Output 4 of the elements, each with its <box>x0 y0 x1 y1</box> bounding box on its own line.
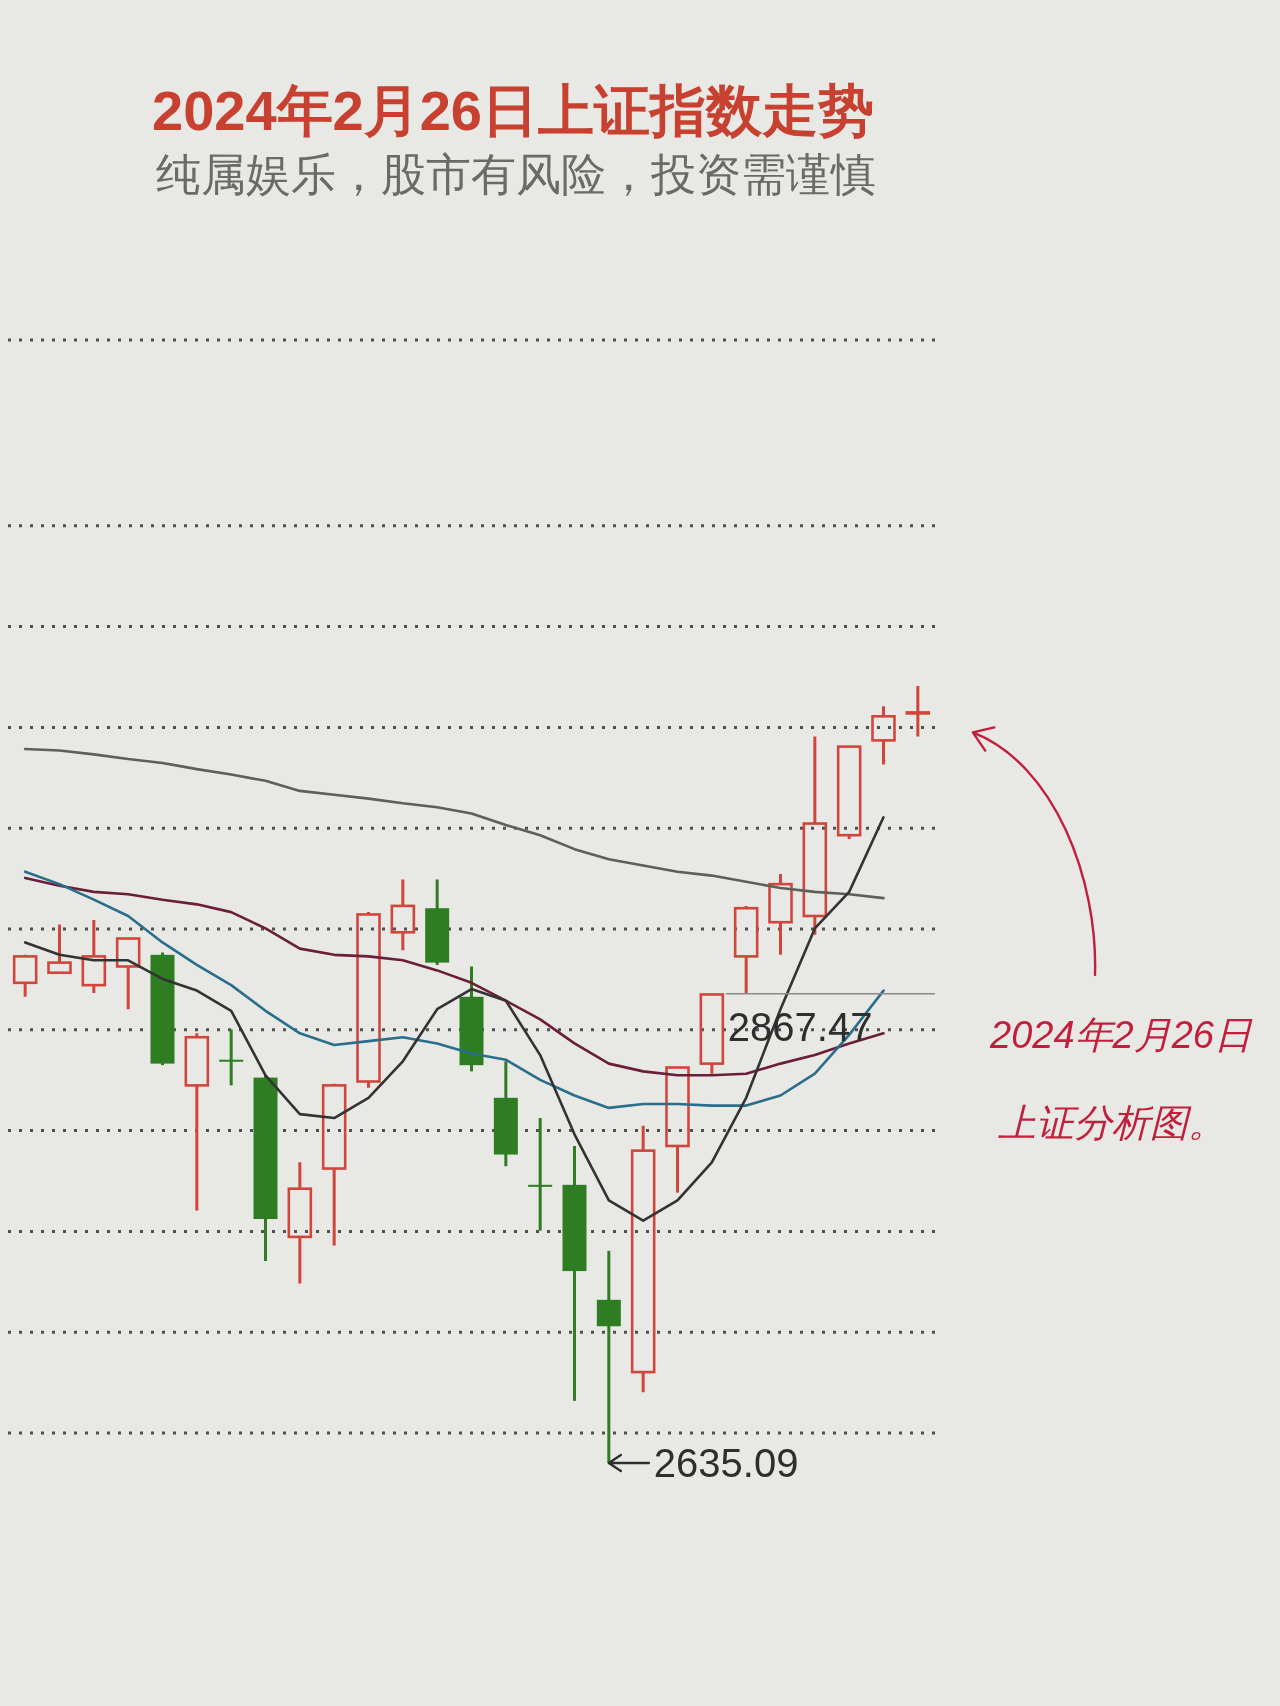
chart-subtitle: 纯属娱乐，股市有风险，投资需谨慎 <box>156 149 876 200</box>
chart-title: 2024年2月26日上证指数走势 <box>152 79 875 142</box>
annotation: 2635.09 <box>653 1441 799 1485</box>
text: 2024年2月26日上证分析图。 <box>990 1014 1252 1144</box>
